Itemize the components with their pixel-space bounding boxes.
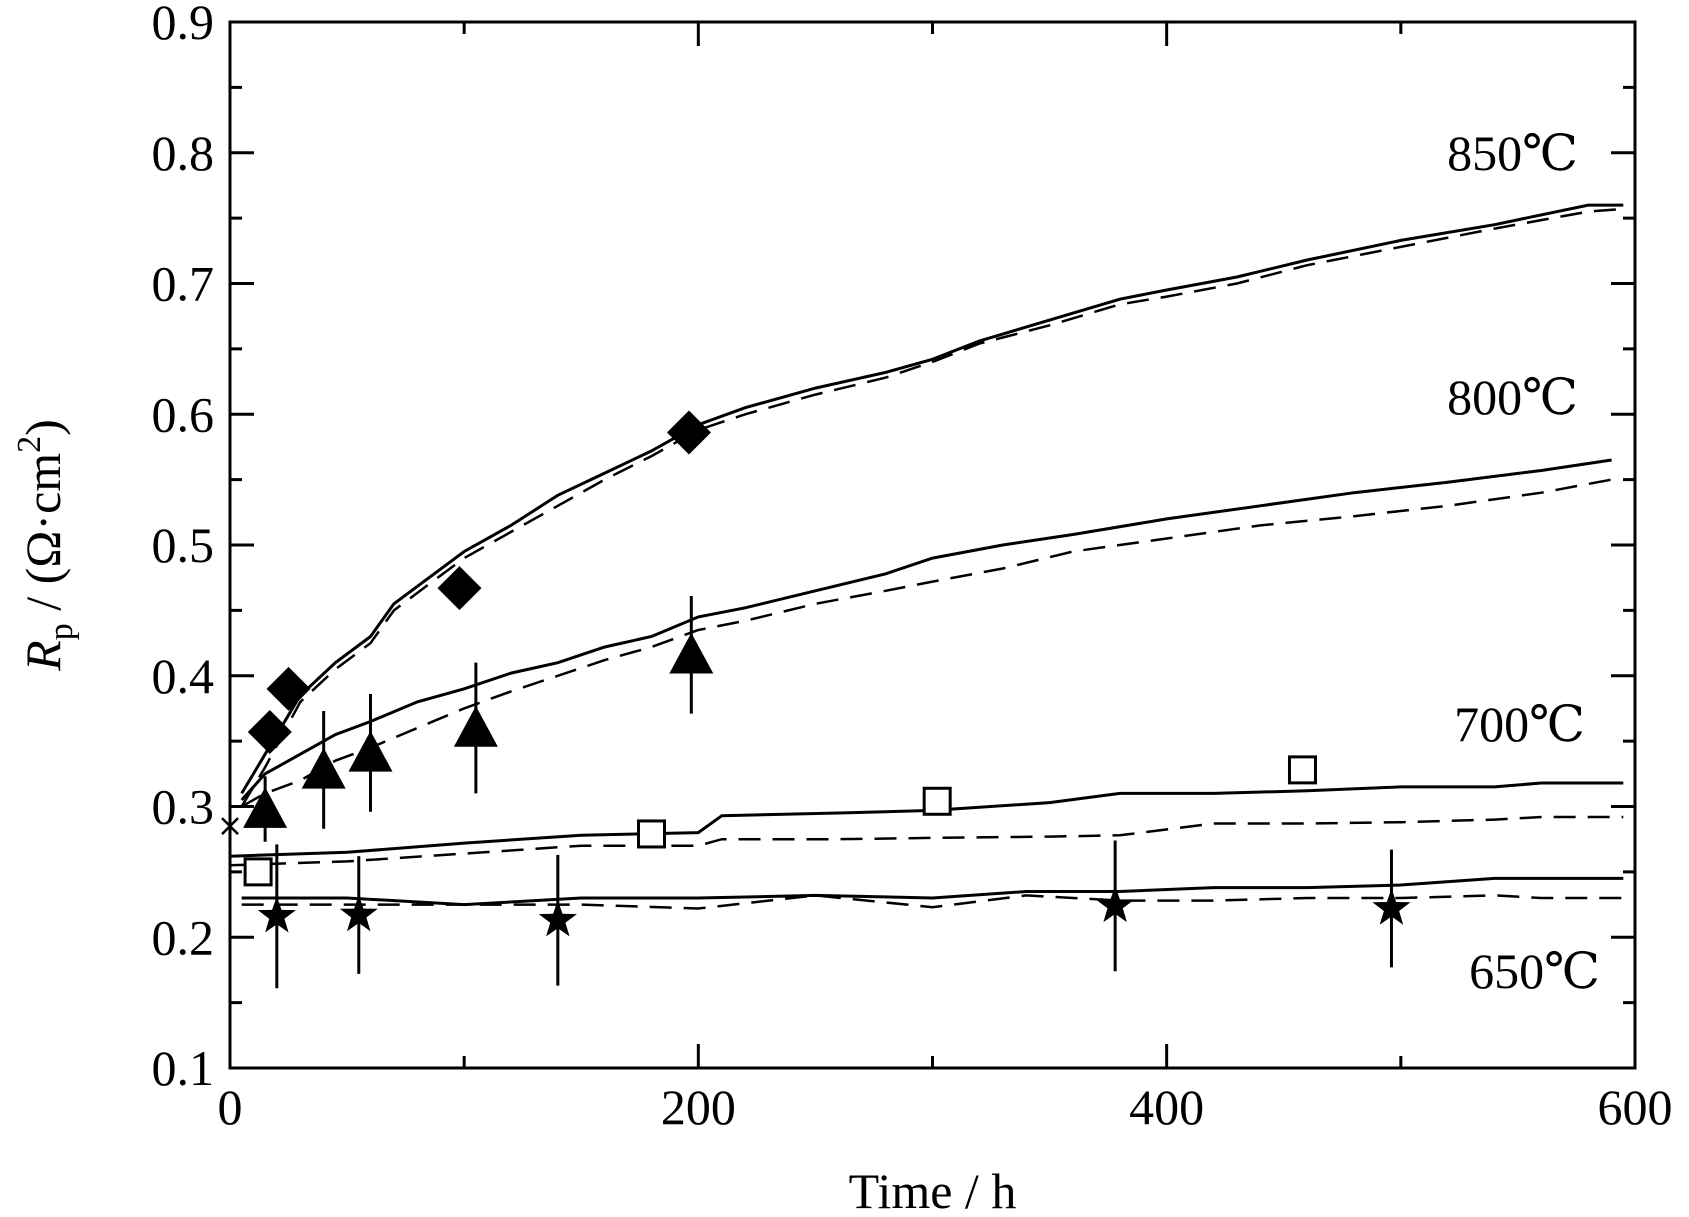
x-axis-title: Time / h bbox=[849, 1163, 1017, 1217]
data-point bbox=[243, 787, 288, 828]
fit-line-solid bbox=[240, 203, 1624, 795]
fit-line-solid bbox=[229, 781, 1624, 858]
x-tick-label: 400 bbox=[1129, 1079, 1204, 1135]
y-tick-label: 0.8 bbox=[152, 125, 215, 181]
start-cross-marker bbox=[221, 817, 239, 835]
data-point bbox=[922, 786, 952, 816]
series-label: 850℃ bbox=[1447, 125, 1578, 181]
y-tick-label: 0.9 bbox=[152, 0, 215, 50]
fit-line-dashed bbox=[241, 894, 1624, 910]
x-tick-label: 0 bbox=[218, 1079, 243, 1135]
y-tick-label: 0.2 bbox=[152, 909, 215, 965]
axes: 0.1 0.2 0.3 0.4 0.5 0.6 0.7 0.8 0.9 0 200 400 600 Tim… bbox=[11, 0, 1673, 1217]
series-label: 800℃ bbox=[1447, 369, 1578, 425]
fit-line-dashed bbox=[229, 815, 1624, 867]
data-point bbox=[538, 900, 577, 937]
y-tick-label: 0.6 bbox=[152, 386, 215, 442]
y-tick-label: 0.1 bbox=[152, 1040, 215, 1096]
data-point bbox=[257, 896, 296, 933]
series-label: 700℃ bbox=[1454, 696, 1585, 752]
y-tick-label: 0.4 bbox=[152, 648, 215, 704]
y-axis-title: Rp / (Ω·cm2) bbox=[11, 419, 80, 672]
data-markers bbox=[221, 410, 1411, 937]
data-point bbox=[669, 632, 714, 674]
x-tick-label: 200 bbox=[661, 1079, 736, 1135]
data-point bbox=[637, 819, 666, 849]
data-point bbox=[348, 730, 393, 772]
y-tick-label: 0.3 bbox=[152, 779, 215, 835]
data-point bbox=[666, 410, 711, 455]
data-point bbox=[1096, 885, 1135, 923]
series-label: 650℃ bbox=[1469, 943, 1600, 999]
data-point bbox=[1287, 755, 1317, 785]
data-point bbox=[437, 566, 482, 611]
data-point bbox=[301, 747, 346, 789]
series-labels: 850℃ 800℃ 700℃ 650℃ bbox=[1447, 125, 1600, 999]
data-point bbox=[1372, 888, 1411, 925]
data-point bbox=[453, 706, 498, 747]
y-tick-label: 0.5 bbox=[152, 517, 215, 573]
data-point bbox=[266, 666, 311, 711]
fit-line-dashed bbox=[241, 478, 1612, 808]
fit-line-solid bbox=[240, 458, 1612, 801]
data-point bbox=[247, 709, 292, 754]
fit-line-solid bbox=[241, 876, 1624, 907]
x-tick-label: 600 bbox=[1598, 1079, 1673, 1135]
data-point bbox=[339, 895, 378, 932]
fit-lines bbox=[229, 203, 1624, 910]
data-point bbox=[243, 857, 273, 887]
y-tick-label: 0.7 bbox=[152, 256, 215, 312]
fit-line-dashed bbox=[240, 207, 1624, 808]
plot-frame bbox=[228, 20, 1637, 1070]
